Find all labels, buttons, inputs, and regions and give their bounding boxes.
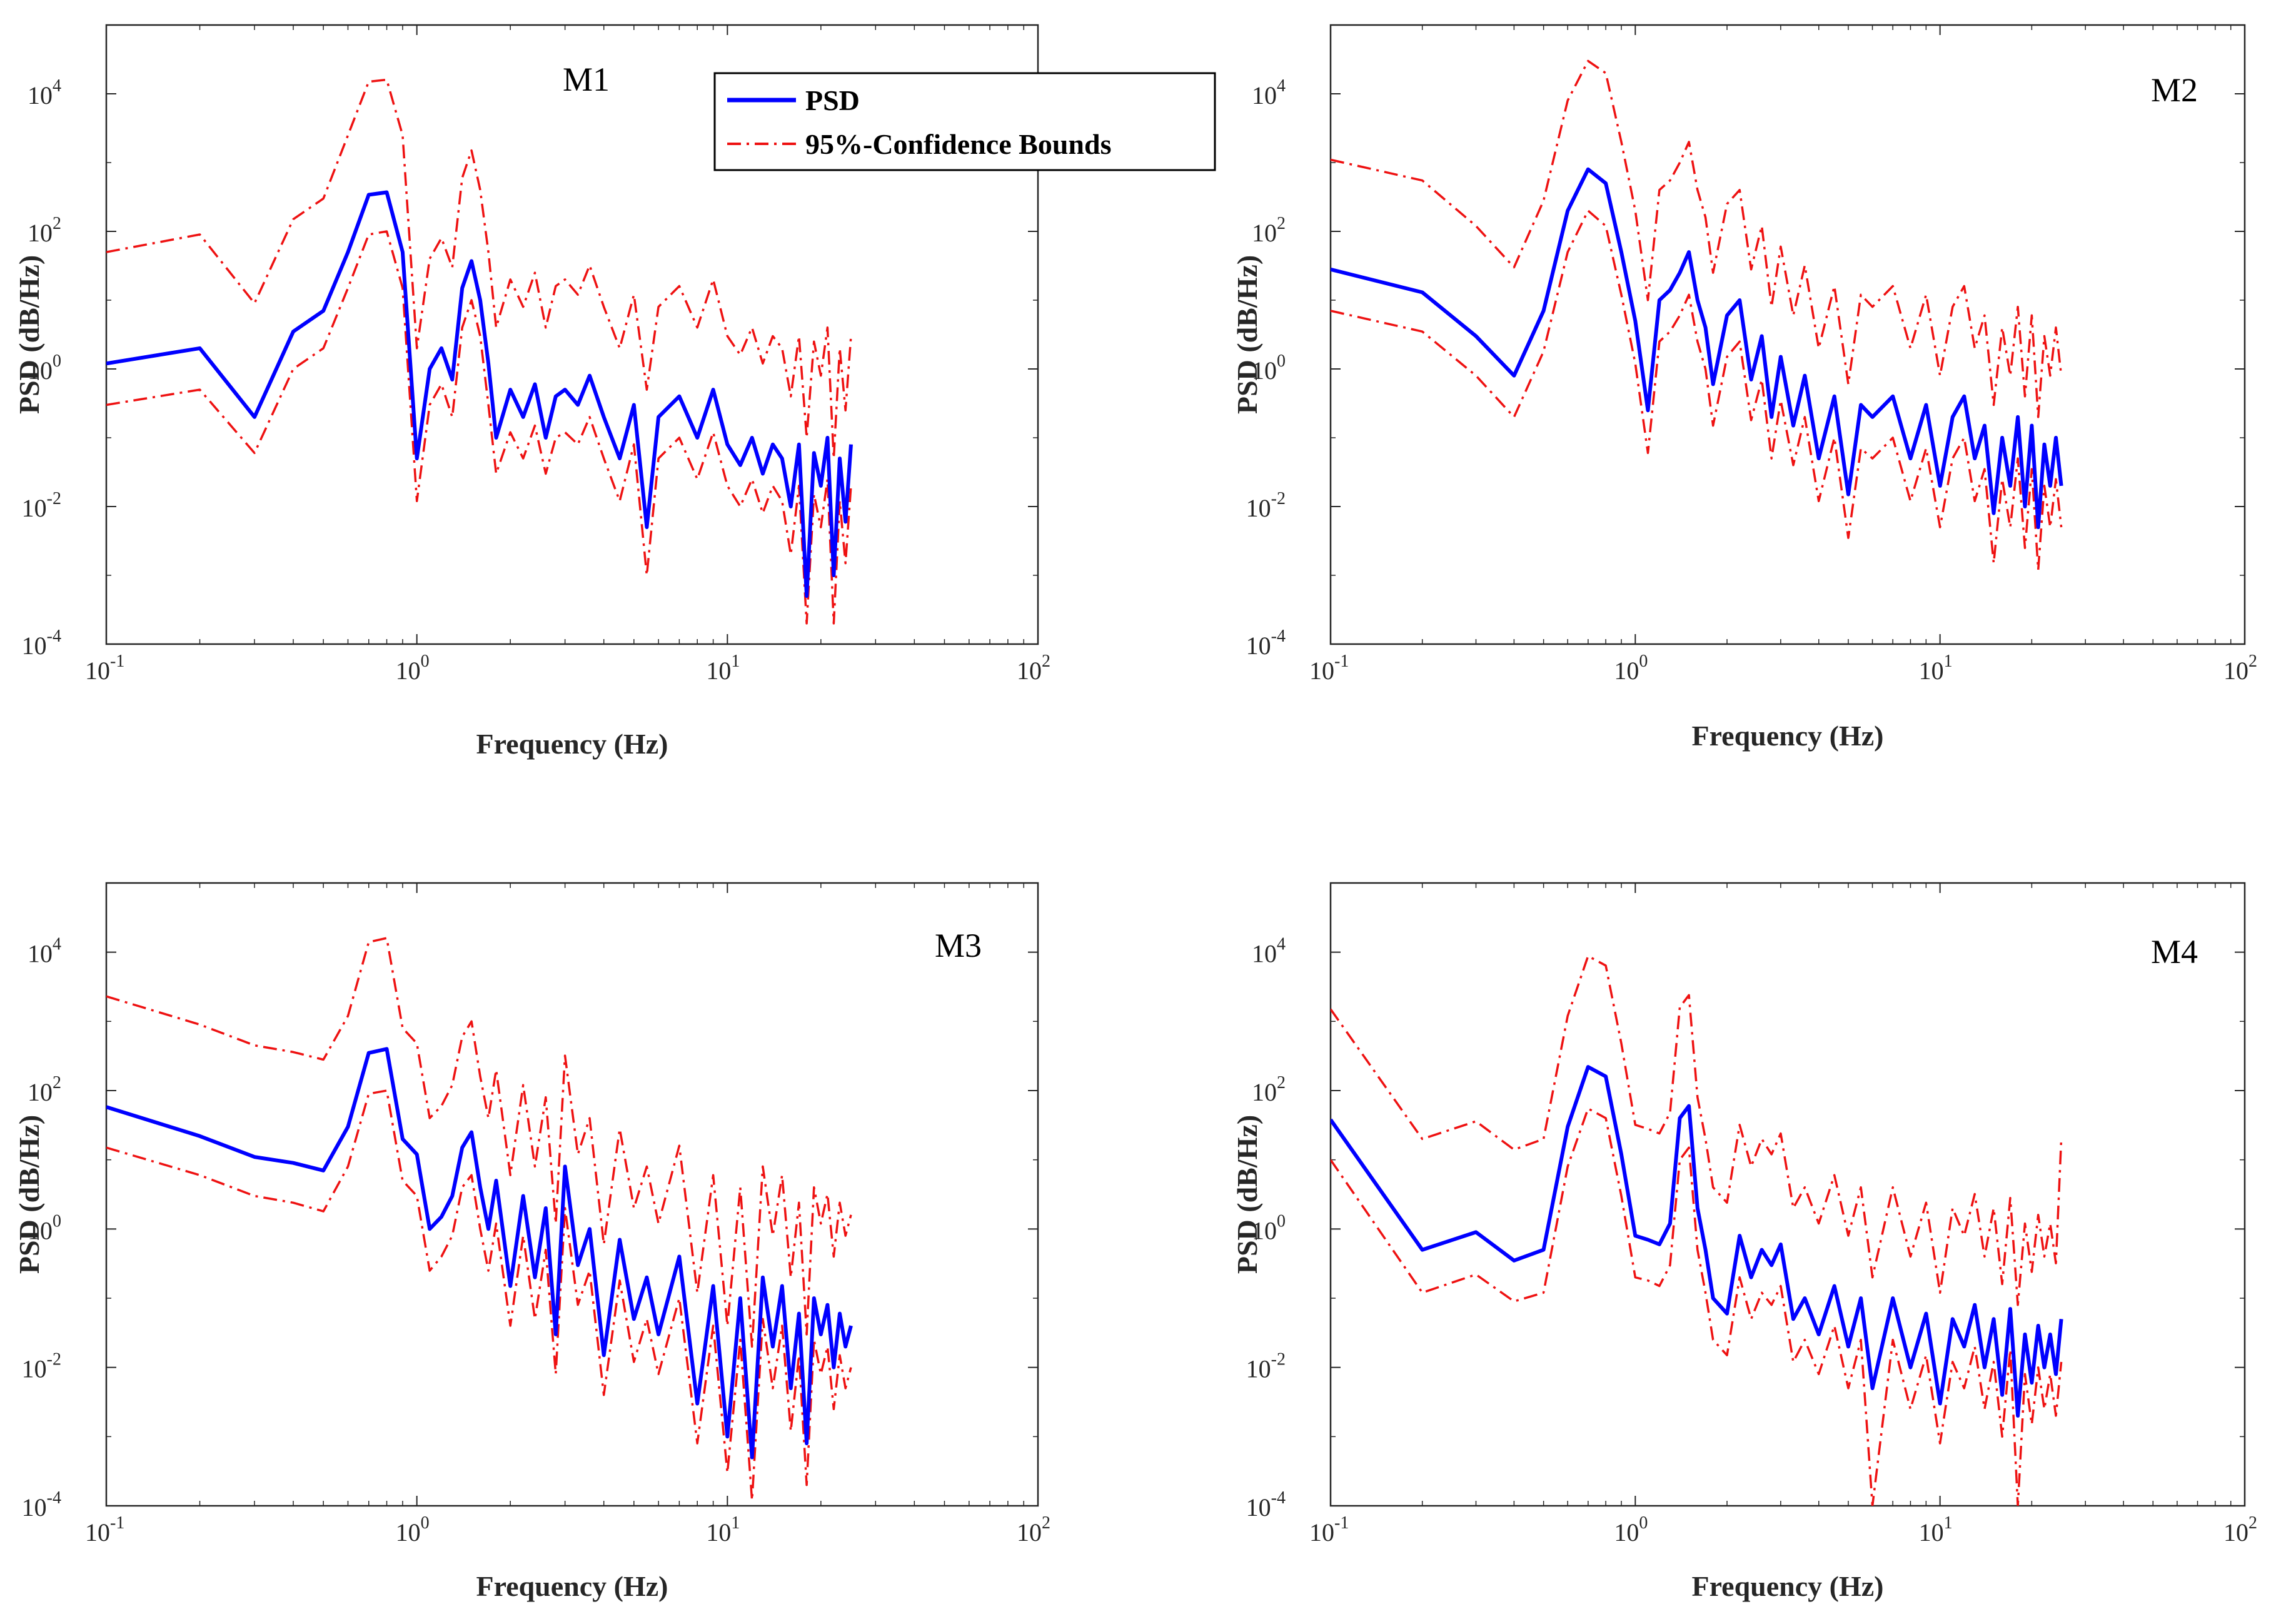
panel-m2: 10-1 100 101 102 10-4 10-2 100 102 104 Frequency … xyxy=(1231,24,2257,752)
lower-bound-line-m1 xyxy=(106,230,852,625)
x-axis-label-m1: Frequency (Hz) xyxy=(476,728,668,760)
y-tick-label-m1-4: 104 xyxy=(28,76,61,109)
x-tick-label-m3-0: 10-1 xyxy=(85,1513,124,1546)
panel-m3: 10-1 100 101 102 10-4 10-2 100 102 104 Frequency … xyxy=(13,882,1050,1602)
upper-bound-line-m3 xyxy=(106,937,852,1348)
x-axis-label-m2: Frequency (Hz) xyxy=(1691,720,1883,752)
x-tick-label-m3-1: 100 xyxy=(396,1513,430,1546)
upper-bound-line-m2 xyxy=(1331,59,2063,418)
y-tick-label-m2-3: 102 xyxy=(1252,214,1286,247)
legend-psd-label: PSD xyxy=(805,84,860,116)
x-tick-label-m1-1: 100 xyxy=(396,652,430,685)
lower-bound-line-m3 xyxy=(106,1089,852,1501)
x-tick-label-m4-2: 101 xyxy=(1919,1513,1953,1546)
y-tick-label-m3-3: 102 xyxy=(28,1073,61,1106)
y-tick-label-m4-4: 104 xyxy=(1252,935,1286,968)
y-tick-label-m1-3: 102 xyxy=(28,214,61,247)
x-tick-label-m4-3: 102 xyxy=(2223,1513,2257,1546)
y-tick-label-m3-4: 104 xyxy=(28,935,61,968)
y-tick-label-m2-0: 10-4 xyxy=(1246,627,1286,660)
legend: PSD 95%-Confidence Bounds M1 xyxy=(563,61,1216,171)
y-tick-label-m4-3: 102 xyxy=(1252,1073,1286,1106)
y-tick-label-m2-4: 104 xyxy=(1252,76,1286,109)
y-tick-label-m3-1: 10-2 xyxy=(22,1350,61,1383)
x-tick-label-m2-3: 102 xyxy=(2223,652,2257,685)
x-tick-label-m4-1: 100 xyxy=(1614,1513,1648,1546)
x-tick-label-m4-0: 10-1 xyxy=(1309,1513,1349,1546)
panel-tag-m1: M1 xyxy=(563,61,610,98)
y-axis-label-m4: PSD (dB/Hz) xyxy=(1231,1115,1263,1274)
y-tick-label-m2-1: 10-2 xyxy=(1246,489,1286,522)
axes-frame-m2 xyxy=(1329,24,2246,645)
x-tick-label-m2-0: 10-1 xyxy=(1309,652,1349,685)
panels-layer: 10-1 100 101 102 10-4 10-2 100 102 104 Frequency … xyxy=(13,24,2257,1602)
y-tick-label-m1-2: 100 xyxy=(28,351,61,385)
y-axis-label-m1: PSD (dB/Hz) xyxy=(13,255,45,414)
x-tick-label-m3-3: 102 xyxy=(1017,1513,1050,1546)
x-tick-label-m3-2: 101 xyxy=(706,1513,740,1546)
panel-tag-m3: M3 xyxy=(935,927,982,964)
axes-frame-m3 xyxy=(105,882,1039,1507)
y-tick-label-m1-0: 10-4 xyxy=(22,627,61,660)
y-axis-label-m3: PSD (dB/Hz) xyxy=(13,1115,45,1274)
y-tick-label-m4-1: 10-2 xyxy=(1246,1350,1286,1383)
psd-line-m3 xyxy=(106,1047,853,1460)
psd-line-m4 xyxy=(1331,1065,2063,1418)
legend-box xyxy=(713,72,1216,171)
x-tick-label-m1-3: 102 xyxy=(1017,652,1050,685)
psd-line-m1 xyxy=(106,190,853,598)
lower-bound-line-m2 xyxy=(1331,209,2063,572)
x-tick-label-m2-2: 101 xyxy=(1919,652,1953,685)
panel-tag-m2: M2 xyxy=(2151,71,2198,109)
x-tick-label-m2-1: 100 xyxy=(1614,652,1648,685)
y-axis-label-m2: PSD (dB/Hz) xyxy=(1231,255,1263,414)
legend-bounds-label: 95%-Confidence Bounds xyxy=(805,128,1111,160)
panel-m1: 10-1 100 101 102 10-4 10-2 100 102 104 Frequency … xyxy=(13,24,1050,760)
y-tick-label-m1-1: 10-2 xyxy=(22,489,61,522)
upper-bound-line-m1 xyxy=(106,78,852,460)
psd-line-m2 xyxy=(1331,167,2063,530)
axes-frame-m4 xyxy=(1329,882,2246,1507)
x-axis-label-m3: Frequency (Hz) xyxy=(476,1570,668,1602)
y-tick-label-m3-2: 100 xyxy=(28,1211,61,1244)
upper-bound-line-m4 xyxy=(1331,955,2063,1306)
y-tick-label-m3-0: 10-4 xyxy=(22,1488,61,1521)
x-axis-label-m4: Frequency (Hz) xyxy=(1691,1570,1883,1602)
axes-frame-m1 xyxy=(105,24,1039,645)
x-tick-label-m1-2: 101 xyxy=(706,652,740,685)
y-tick-label-m2-2: 100 xyxy=(1252,351,1286,385)
y-tick-label-m4-2: 100 xyxy=(1252,1211,1286,1244)
y-tick-label-m4-0: 10-4 xyxy=(1246,1488,1286,1521)
panel-tag-m4: M4 xyxy=(2151,933,2198,971)
lower-bound-line-m4 xyxy=(1331,1107,2063,1506)
x-tick-label-m1-0: 10-1 xyxy=(85,652,124,685)
panel-m4: 10-1 100 101 102 10-4 10-2 100 102 104 Frequency … xyxy=(1231,882,2257,1602)
